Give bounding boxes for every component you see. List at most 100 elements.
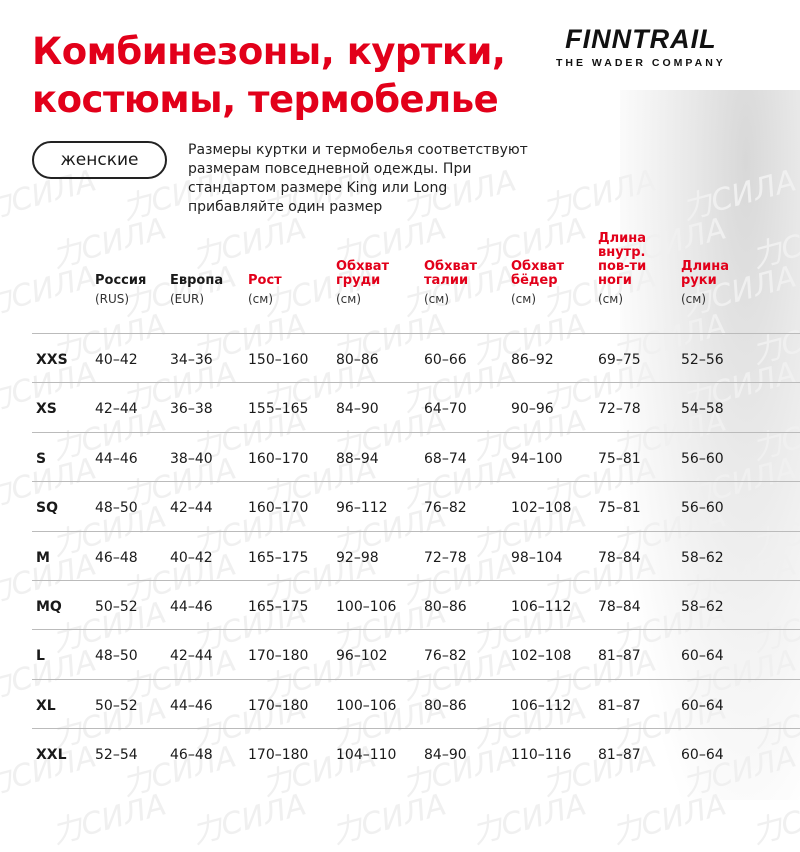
cell: 81–87 (598, 648, 641, 665)
cell: 76–82 (424, 500, 467, 517)
header-unit: (см) (424, 292, 450, 306)
row-divider (32, 629, 800, 631)
header-label: Европа (170, 273, 224, 288)
cell: 84–90 (336, 401, 379, 418)
table-row: XL 50–52 44–46 170–180 100–106 80–86 106–112 81… (0, 696, 800, 745)
header-label: внутр. (598, 245, 646, 260)
size-label: XS (36, 401, 57, 418)
header-label: Длина (681, 259, 729, 274)
header-unit: (RUS) (95, 292, 130, 306)
cell: 40–42 (170, 549, 213, 566)
header-label: груди (336, 273, 381, 288)
category-badge: женские (32, 141, 167, 179)
finntrail-logo: FINNTRAIL THE WADER COMPANY (556, 24, 726, 69)
header-unit: (см) (336, 292, 362, 306)
header-label: Длина (598, 231, 646, 246)
header-label: талии (424, 273, 469, 288)
title-line: Комбинезоны, куртки, (32, 30, 506, 73)
size-label: XXL (36, 747, 67, 764)
cell: 80–86 (336, 352, 379, 368)
cell: 60–64 (681, 747, 724, 764)
cell: 102–108 (511, 500, 572, 517)
logo-name: FINNTRAIL (565, 24, 717, 54)
cell: 46–48 (95, 549, 138, 566)
cell: 52–54 (95, 747, 138, 764)
cell: 72–78 (598, 401, 641, 418)
page-title: Комбинезоны, куртки, костюмы, термобелье (32, 28, 506, 124)
cell: 170–180 (248, 697, 309, 714)
row-divider (32, 431, 800, 433)
cell: 46–48 (170, 747, 213, 764)
row-divider (32, 333, 800, 334)
column-header: Россия (RUS) (95, 273, 147, 307)
row-divider (32, 382, 800, 384)
size-note: Размеры куртки и термобелья соответствую… (188, 142, 528, 215)
cell: 165–175 (248, 599, 309, 615)
header-unit: (EUR) (170, 292, 205, 306)
header-label: Обхват (424, 259, 478, 274)
cell: 160–170 (248, 450, 309, 467)
header-label: Обхват (336, 259, 390, 274)
cell: 100–106 (336, 599, 397, 615)
model-photo (620, 90, 800, 800)
cell: 110–116 (511, 747, 572, 764)
cell: 160–170 (248, 500, 309, 517)
table-row: L 48–50 42–44 170–180 96–102 76–82 102–108 81–8… (0, 646, 800, 695)
cell: 75–81 (598, 450, 641, 467)
cell: 36–38 (170, 401, 213, 418)
header-label: руки (681, 273, 717, 288)
cell: 170–180 (248, 747, 309, 764)
header-label: ноги (598, 273, 632, 288)
header-label: бёдер (511, 273, 558, 288)
cell: 58–62 (681, 549, 724, 566)
cell: 81–87 (598, 697, 641, 714)
cell: 44–46 (170, 599, 213, 615)
cell: 150–160 (248, 352, 309, 368)
column-header: Обхват груди (см) (336, 259, 390, 307)
cell: 54–58 (681, 401, 724, 418)
table-row: SQ 48–50 42–44 160–170 96–112 76–82 102–108 75–… (0, 498, 800, 547)
cell: 106–112 (511, 697, 572, 714)
cell: 96–112 (336, 500, 388, 517)
cell: 56–60 (681, 450, 724, 467)
table-row: S 44–46 38–40 160–170 88–94 68–74 94–100 75–81 5… (0, 449, 800, 498)
cell: 34–36 (170, 352, 213, 368)
cell: 84–90 (424, 747, 467, 764)
cell: 44–46 (95, 450, 138, 467)
cell: 48–50 (95, 500, 138, 517)
cell: 104–110 (336, 747, 397, 764)
header-unit: (см) (248, 292, 274, 306)
header-label: Россия (95, 273, 147, 288)
cell: 64–70 (424, 401, 467, 418)
cell: 40–42 (95, 352, 138, 368)
column-header: Рост (см) (248, 274, 282, 307)
header-unit: (см) (681, 292, 707, 306)
size-label: SQ (36, 500, 58, 517)
cell: 60–64 (681, 648, 724, 665)
size-label: S (36, 450, 47, 467)
cell: 58–62 (681, 599, 724, 615)
cell: 78–84 (598, 549, 641, 566)
row-divider (32, 481, 800, 483)
cell: 56–60 (681, 500, 724, 517)
cell: 72–78 (424, 549, 467, 566)
row-divider (32, 678, 800, 680)
cell: 90–96 (511, 401, 554, 418)
cell: 94–100 (511, 450, 563, 467)
cell: 60–66 (424, 352, 467, 368)
cell: 100–106 (336, 697, 397, 714)
row-divider (32, 530, 800, 532)
cell: 80–86 (424, 697, 467, 714)
cell: 155–165 (248, 401, 309, 418)
cell: 86–92 (511, 352, 554, 368)
cell: 88–94 (336, 450, 379, 467)
column-header: Обхват талии (см) (424, 259, 478, 307)
watermark: 力СИЛА (0, 259, 100, 324)
cell: 81–87 (598, 747, 641, 764)
cell: 42–44 (95, 401, 138, 418)
size-label: M (36, 549, 50, 566)
header-unit: (см) (598, 292, 624, 306)
table-row: MQ 50–52 44–46 165–175 100–106 80–86 106–112 78… (0, 597, 800, 646)
cell: 170–180 (248, 648, 309, 665)
column-header: Европа (EUR) (170, 273, 224, 307)
